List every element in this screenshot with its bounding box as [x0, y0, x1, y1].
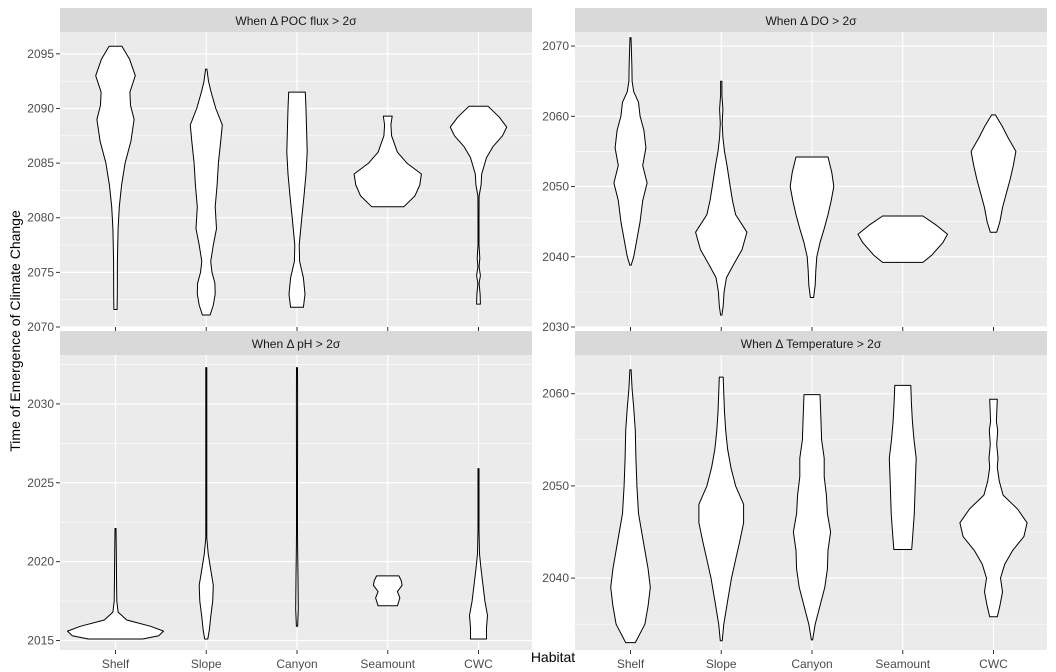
- x-axis-title: Habitat: [531, 649, 575, 665]
- x-tick-label: Canyon: [791, 657, 832, 671]
- violin-canyon: [295, 367, 299, 627]
- facet-strip: [60, 8, 532, 32]
- y-tick-label: 2070: [542, 39, 569, 53]
- violin-slope: [198, 367, 214, 640]
- facet-title: When Δ DO > 2σ: [765, 14, 857, 28]
- violin-cwc: [970, 114, 1017, 233]
- y-tick-label: 2075: [27, 265, 54, 279]
- violin-canyon: [789, 156, 835, 298]
- x-tick-label: Slope: [706, 657, 737, 671]
- facet-panel-2: When Δ DO > 2σ20302040205020602070ShelfS…: [542, 8, 1047, 348]
- y-tick-label: 2040: [542, 250, 569, 264]
- y-tick-label: 2025: [27, 476, 54, 490]
- violin-slope: [698, 376, 745, 642]
- facet-title: When Δ Temperature > 2σ: [741, 337, 882, 351]
- violin-seamount: [857, 215, 948, 263]
- y-tick-label: 2080: [27, 211, 54, 225]
- facet-panel-3: When Δ pH > 2σ 2015 2020 2025 2030 Shelf Slope…: [27, 331, 532, 671]
- y-tick-label: 2095: [27, 47, 54, 61]
- x-tick-label: Seamount: [360, 657, 415, 671]
- facet-title: When Δ pH > 2σ: [252, 337, 341, 351]
- y-tick-label: 2060: [542, 387, 569, 401]
- y-tick-label: 2060: [542, 109, 569, 123]
- y-tick-label: 2050: [542, 479, 569, 493]
- violin-canyon: [792, 394, 832, 641]
- facet-strip: [60, 331, 532, 355]
- y-axis-title: Time of Emergence of Climate Change: [7, 210, 23, 452]
- x-tick-label: CWC: [464, 657, 493, 671]
- violin-shelf: [67, 528, 164, 640]
- y-tick-label: 2030: [542, 320, 569, 334]
- facet-strip: [575, 8, 1047, 32]
- x-tick-label: Slope: [191, 657, 222, 671]
- x-tick-label: CWC: [979, 657, 1008, 671]
- x-tick-label: Shelf: [102, 657, 130, 671]
- facet-panel-4: When Δ Temperature > 2σ 2040 2050 2060 Shelf…: [542, 331, 1047, 671]
- y-tick-label: 2050: [542, 180, 569, 194]
- violin-slope: [695, 80, 748, 316]
- violin-seamount: [353, 115, 422, 208]
- y-tick-label: 2015: [27, 634, 54, 648]
- violin-seamount: [888, 384, 917, 550]
- violin-slope: [189, 68, 223, 316]
- violin-cwc: [449, 105, 508, 305]
- y-tick-label: 2040: [542, 571, 569, 585]
- facet-strip: [575, 331, 1047, 355]
- violin-cwc: [959, 398, 1028, 618]
- y-tick-label: 2020: [27, 555, 54, 569]
- x-tick-label: Seamount: [875, 657, 930, 671]
- facet-panel-1: When Δ POC flux > 2σ 2070 2075 2080 2085 2090…: [27, 8, 532, 348]
- facet-title: When Δ POC flux > 2σ: [235, 14, 357, 28]
- y-tick-label: 2085: [27, 156, 54, 170]
- violin-canyon: [286, 91, 308, 308]
- y-tick-label: 2090: [27, 101, 54, 115]
- violin-cwc: [469, 468, 488, 640]
- violin-shelf: [613, 37, 648, 266]
- x-tick-label: Canyon: [276, 657, 317, 671]
- violin-shelf: [95, 45, 136, 310]
- y-tick-label: 2030: [27, 397, 54, 411]
- y-tick-label: 2070: [27, 320, 54, 334]
- x-tick-label: Shelf: [617, 657, 645, 671]
- violin-shelf: [610, 369, 651, 644]
- violin-seamount: [372, 575, 403, 607]
